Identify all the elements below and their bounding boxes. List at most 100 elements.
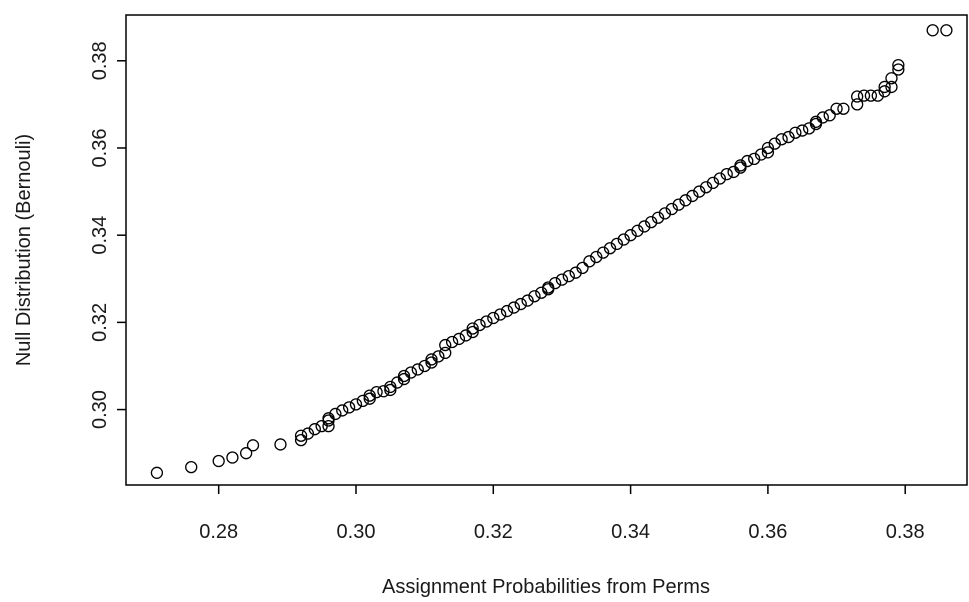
data-point bbox=[514, 297, 527, 311]
data-points bbox=[150, 24, 953, 479]
x-tick-label: 0.34 bbox=[611, 521, 650, 543]
data-point bbox=[212, 454, 225, 468]
data-point bbox=[864, 89, 878, 102]
data-point bbox=[665, 202, 678, 216]
data-point bbox=[851, 98, 864, 111]
data-point bbox=[150, 466, 164, 479]
data-point bbox=[837, 102, 850, 115]
data-point bbox=[528, 290, 541, 303]
data-point bbox=[473, 318, 486, 332]
data-point bbox=[294, 429, 308, 442]
data-point bbox=[418, 359, 431, 373]
data-point bbox=[583, 255, 596, 268]
data-point bbox=[521, 294, 534, 307]
data-point bbox=[885, 80, 898, 94]
data-point bbox=[851, 90, 864, 103]
data-point bbox=[686, 189, 699, 203]
data-point bbox=[336, 404, 349, 417]
data-point bbox=[494, 308, 507, 321]
data-point bbox=[940, 24, 953, 37]
y-tick-label: 0.36 bbox=[89, 129, 111, 168]
data-point bbox=[713, 172, 726, 185]
data-point bbox=[185, 460, 198, 474]
data-point bbox=[391, 376, 404, 389]
x-axis-title: Assignment Probabilities from Perms bbox=[382, 576, 710, 598]
data-point bbox=[720, 167, 733, 181]
data-point bbox=[768, 137, 781, 150]
data-point bbox=[329, 407, 342, 421]
data-point bbox=[576, 261, 589, 275]
data-point bbox=[782, 130, 795, 144]
y-axis: 0.30 0.32 0.34 0.36 0.38 bbox=[89, 41, 126, 429]
data-point bbox=[727, 165, 740, 179]
data-point bbox=[480, 315, 493, 328]
data-point bbox=[624, 229, 637, 242]
x-tick-label: 0.28 bbox=[199, 521, 238, 543]
data-point bbox=[693, 185, 706, 198]
data-point bbox=[885, 72, 898, 85]
data-point bbox=[809, 115, 823, 128]
data-point bbox=[363, 392, 376, 405]
data-point bbox=[658, 207, 672, 220]
data-point bbox=[439, 338, 452, 352]
data-point bbox=[796, 124, 809, 137]
data-point bbox=[816, 111, 829, 124]
data-point bbox=[590, 250, 603, 264]
data-point bbox=[645, 215, 658, 229]
data-point bbox=[734, 159, 747, 172]
data-point bbox=[823, 109, 836, 122]
data-point bbox=[596, 246, 610, 259]
y-tick-label: 0.32 bbox=[89, 303, 111, 342]
x-tick-label: 0.38 bbox=[886, 521, 925, 543]
data-point bbox=[555, 273, 569, 286]
data-point bbox=[775, 133, 788, 146]
x-axis: 0.28 0.30 0.32 0.34 0.36 0.38 bbox=[199, 485, 925, 543]
data-point bbox=[411, 363, 424, 376]
data-point bbox=[542, 281, 555, 294]
data-point bbox=[439, 346, 452, 360]
data-point bbox=[638, 220, 651, 233]
data-point bbox=[384, 380, 397, 394]
y-tick-label: 0.30 bbox=[89, 390, 111, 429]
data-point bbox=[548, 276, 562, 290]
data-point bbox=[754, 148, 768, 161]
data-point bbox=[274, 438, 287, 451]
data-point bbox=[830, 102, 843, 115]
data-point bbox=[892, 63, 905, 76]
y-axis-title: Null Distribution (Bernouli) bbox=[13, 134, 35, 366]
data-point bbox=[651, 211, 665, 224]
data-point bbox=[377, 385, 390, 398]
x-tick-label: 0.30 bbox=[337, 521, 376, 543]
data-point bbox=[445, 335, 459, 349]
data-point bbox=[246, 439, 260, 452]
data-point bbox=[892, 58, 905, 72]
data-point bbox=[761, 141, 775, 155]
data-point bbox=[706, 176, 720, 190]
data-point bbox=[878, 85, 891, 98]
data-point bbox=[631, 224, 644, 237]
plot-frame bbox=[125, 14, 968, 486]
data-point bbox=[802, 122, 816, 135]
data-point bbox=[294, 433, 308, 447]
data-point bbox=[322, 419, 335, 433]
data-point bbox=[308, 423, 321, 436]
data-point bbox=[562, 270, 575, 283]
data-point bbox=[617, 233, 630, 246]
data-point bbox=[487, 311, 500, 325]
data-point bbox=[679, 194, 692, 207]
data-point bbox=[322, 412, 335, 425]
data-point bbox=[432, 350, 445, 363]
data-point bbox=[672, 198, 685, 211]
data-point bbox=[370, 385, 383, 399]
data-point bbox=[349, 398, 363, 411]
data-point bbox=[507, 301, 521, 314]
data-point bbox=[425, 353, 438, 366]
y-tick-label: 0.34 bbox=[89, 216, 111, 255]
data-point bbox=[452, 332, 466, 346]
data-point bbox=[871, 89, 884, 102]
data-point bbox=[226, 451, 239, 464]
data-point bbox=[384, 383, 397, 397]
data-point bbox=[761, 146, 775, 159]
data-point bbox=[466, 322, 479, 335]
